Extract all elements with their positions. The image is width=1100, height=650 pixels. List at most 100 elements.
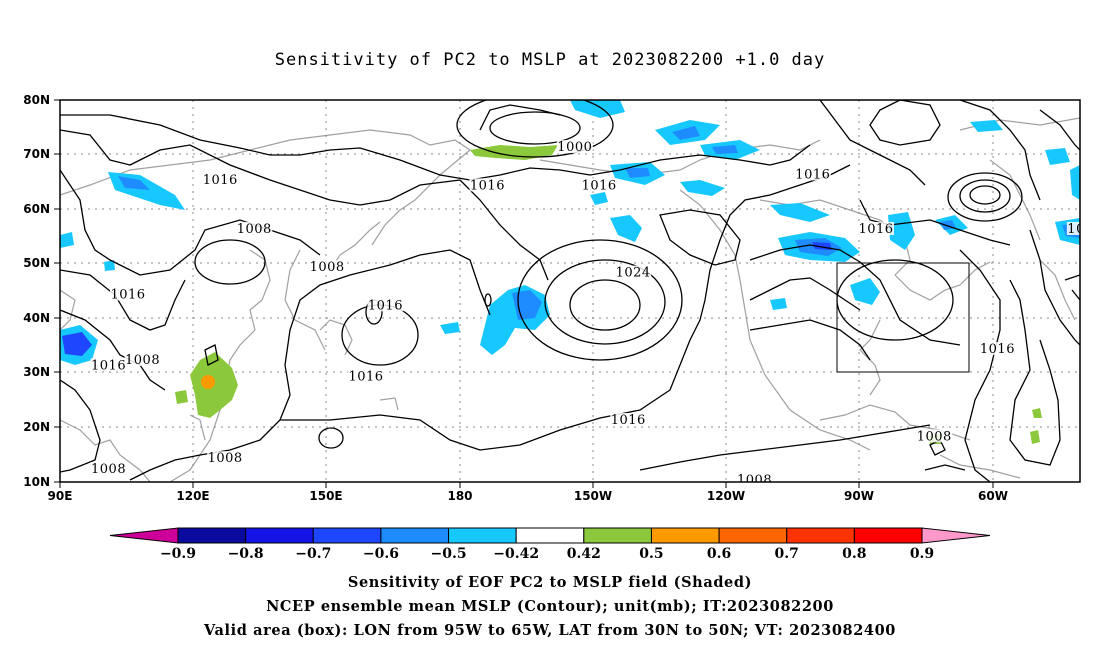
- shade-patch: [104, 260, 115, 271]
- contour-label: 1016: [368, 298, 403, 313]
- contour-label-bg: [610, 412, 647, 426]
- contour-label: 1016: [110, 287, 145, 302]
- shade-patch: [470, 145, 558, 160]
- contour-label: 1008: [125, 353, 160, 368]
- colorbar-segment: [853, 527, 923, 544]
- colorbar-label: 0.5: [639, 546, 663, 562]
- colorbar: −0.9 −0.8 −0.7 −0.6 −0.5 −0.42 0.42 0.5 0.6 0.7 0.…: [109, 527, 991, 562]
- lon-label: 120W: [707, 489, 745, 503]
- contour-label-bg: [236, 221, 273, 235]
- shade-patch: [680, 180, 725, 196]
- tick-marks: [54, 99, 994, 488]
- shade-patch: [440, 322, 460, 334]
- shade-patch: [1030, 430, 1040, 444]
- colorbar-segment: [177, 527, 247, 544]
- lon-label: 90W: [844, 489, 874, 503]
- contour-label: 1008: [737, 473, 772, 488]
- map-border: [59, 99, 1081, 483]
- colorbar-segment: [786, 527, 855, 544]
- coastlines: [60, 117, 1080, 482]
- lat-label: 70N: [23, 147, 50, 161]
- shade-patch: [1070, 165, 1080, 200]
- contour-label-bg: [90, 358, 127, 372]
- shade-patch: [850, 278, 880, 305]
- lat-label: 60N: [23, 202, 50, 216]
- map-background: [60, 100, 1080, 482]
- contour-label: 1008: [208, 451, 243, 466]
- contour-label-bg: [858, 221, 894, 235]
- contour-label: 1016: [470, 178, 505, 193]
- lat-axis-labels: 80N 70N 60N 50N 40N 30N 20N 10N: [23, 93, 50, 489]
- lon-label: 120E: [176, 489, 209, 503]
- contour-label-bg: [794, 167, 831, 181]
- colorbar-label: 0.8: [842, 546, 866, 562]
- caption-line-1: Sensitivity of EOF PC2 to MSLP field (Sh…: [347, 574, 753, 591]
- contour-label-bg: [309, 260, 346, 274]
- colorbar-segment: [718, 527, 788, 544]
- contour-label-bg: [916, 429, 953, 443]
- shade-patch: [770, 298, 787, 310]
- shade-patch: [970, 120, 1003, 132]
- contour-label: 1008: [917, 429, 952, 444]
- shade-patch: [610, 215, 642, 242]
- lon-label: 150W: [574, 489, 612, 503]
- shade-patch: [570, 100, 625, 118]
- contour-label: 1008: [310, 260, 345, 275]
- lat-label: 20N: [23, 420, 50, 434]
- colorbar-segment: [380, 527, 450, 544]
- colorbar-label: −0.5: [430, 546, 466, 562]
- sensitivity-shading: [60, 100, 1080, 444]
- contour-label-bg: [581, 178, 618, 192]
- contour-label: 1016: [348, 369, 383, 384]
- contour-label: 1008: [91, 462, 126, 477]
- contour-label-bg: [124, 352, 161, 366]
- colorbar-label: −0.42: [493, 546, 539, 562]
- contour-label: 1016: [611, 413, 646, 428]
- contour-label: 1008: [1067, 222, 1100, 237]
- colorbar-segment: [515, 527, 585, 544]
- lat-label: 50N: [23, 256, 50, 270]
- lon-label: 180: [447, 489, 472, 503]
- contour-label: 1016: [858, 222, 893, 237]
- colorbar-segment: [245, 527, 314, 544]
- contour-label-bg: [90, 462, 127, 476]
- contour-label-bg: [979, 342, 1016, 356]
- contour-label: 1024: [616, 266, 651, 281]
- colorbar-label: −0.6: [363, 546, 399, 562]
- caption-line-2: NCEP ensemble mean MSLP (Contour); unit(…: [266, 598, 834, 615]
- colorbar-segment: [312, 527, 382, 544]
- colorbar-label: 0.9: [910, 546, 934, 562]
- contour-label-bg: [556, 140, 593, 154]
- shade-patch: [201, 375, 215, 389]
- colorbar-segment: [448, 527, 517, 544]
- contour-label: 1008: [237, 222, 272, 237]
- lon-label: 90E: [48, 489, 73, 503]
- shade-patch: [1032, 408, 1042, 418]
- contour-label: 1016: [203, 173, 238, 188]
- contour-label: 1016: [582, 178, 617, 193]
- shade-patch: [60, 232, 74, 248]
- shade-patch: [625, 168, 650, 178]
- colorbar-extend-high: [921, 527, 991, 544]
- shade-patch: [1045, 148, 1070, 165]
- colorbar-label: 0.6: [707, 546, 731, 562]
- lon-label: 150E: [309, 489, 342, 503]
- lon-label: 60W: [978, 489, 1008, 503]
- shade-patch: [672, 126, 700, 140]
- lat-label: 10N: [23, 475, 50, 489]
- contour-label-bg: [110, 287, 146, 301]
- shade-patch: [590, 192, 608, 205]
- colorbar-segment: [583, 527, 652, 544]
- colorbar-label: 0.7: [775, 546, 799, 562]
- contour-label-bg: [207, 451, 244, 465]
- contour-label-bg: [736, 473, 773, 482]
- lat-label: 80N: [23, 93, 50, 107]
- contour-labels: 1000 1016 1016 1016 1016 1008 1008 1016 1016 1024…: [90, 140, 1100, 488]
- contour-label: 1000: [557, 140, 592, 155]
- shade-patch: [712, 145, 738, 154]
- contour-label: 1016: [980, 342, 1015, 357]
- page-title: Sensitivity of PC2 to MSLP at 2023082200…: [274, 50, 826, 70]
- contour-label-bg: [1066, 221, 1080, 235]
- colorbar-label: −0.7: [295, 546, 331, 562]
